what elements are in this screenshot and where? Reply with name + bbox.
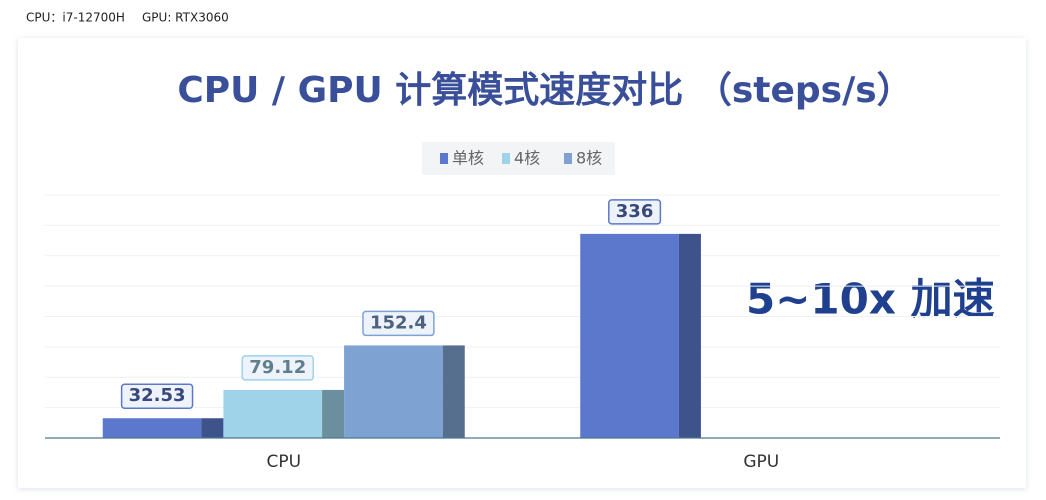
bar xyxy=(344,345,443,438)
bar-side xyxy=(322,389,345,438)
bar-side xyxy=(442,345,465,438)
x-tick-label: GPU xyxy=(743,452,779,472)
x-tick-label: CPU xyxy=(266,452,301,472)
bar-side xyxy=(201,418,224,438)
value-label: 336 xyxy=(616,201,654,222)
legend-label: 8核 xyxy=(576,149,602,168)
legend-swatch xyxy=(502,153,510,164)
gpu-spec: GPU: RTX3060 xyxy=(142,11,229,25)
value-label-box xyxy=(608,199,662,225)
value-label: 32.53 xyxy=(129,385,186,406)
bar xyxy=(223,389,323,438)
bar xyxy=(102,418,202,438)
value-label: 152.4 xyxy=(370,312,427,333)
value-label-box xyxy=(120,383,194,409)
bar-side xyxy=(678,233,701,438)
chart-title: CPU / GPU 计算模式速度对比 （steps/s） xyxy=(177,70,912,111)
legend-swatch xyxy=(564,153,572,164)
legend-box xyxy=(422,142,615,175)
value-label: 79.12 xyxy=(249,357,306,378)
value-label-box xyxy=(241,355,314,381)
cpu-spec: CPU：i7-12700H xyxy=(26,11,125,25)
value-label-box xyxy=(362,310,435,337)
bar xyxy=(580,233,679,438)
card xyxy=(18,38,1026,488)
legend-label: 单核 xyxy=(452,149,484,168)
legend-label: 4核 xyxy=(514,149,540,168)
legend-swatch xyxy=(440,153,448,164)
annotation: 5~10x 加速 xyxy=(746,275,995,324)
